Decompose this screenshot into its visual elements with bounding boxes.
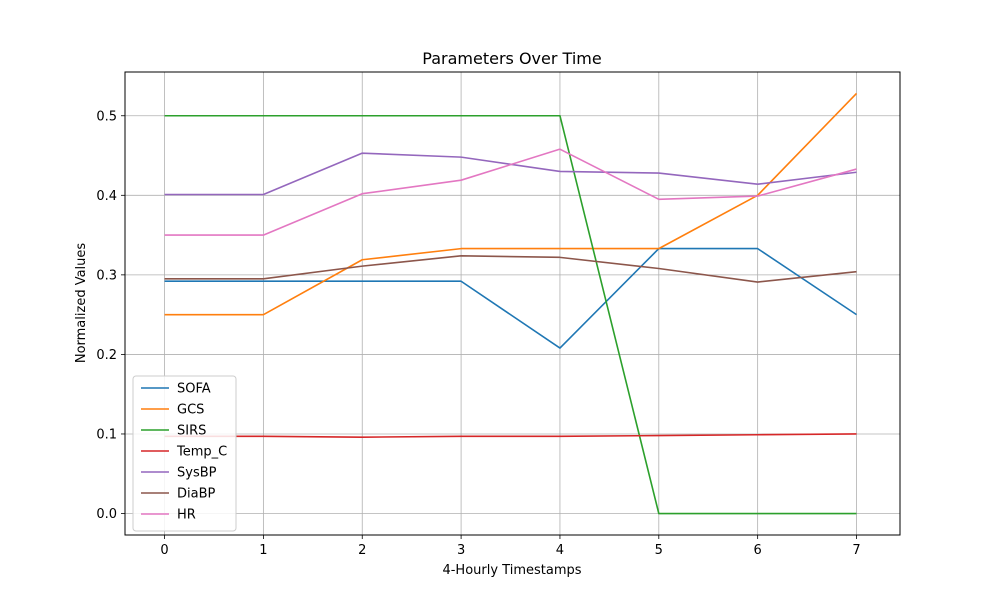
legend-label: GCS [177,403,204,418]
x-tick-label: 7 [852,543,860,558]
y-tick-label: 0.2 [96,348,117,363]
legend-label: DiaBP [177,487,216,502]
x-tick-label: 3 [457,543,465,558]
axis-ticks: 0 1 2 3 4 5 6 7 0.0 0.1 0.2 0.3 0.4 0.5 [96,109,860,558]
legend-label: HR [177,508,196,523]
y-tick-label: 0.3 [96,268,117,283]
series-line-hr [164,148,857,236]
x-tick-label: 5 [655,543,663,558]
legend-label: Temp_C [176,445,227,460]
x-tick-label: 6 [754,543,762,558]
x-tick-label: 4 [556,543,564,558]
legend: SOFA GCS SIRS Temp_C SysBP DiaBP HR [132,375,237,532]
series-line-gcs [164,92,858,316]
x-tick-label: 1 [259,543,267,558]
series-line-diabp [164,254,857,283]
x-tick-label: 0 [160,543,168,558]
series-line-sirs [164,114,857,515]
series-lines [164,92,858,515]
series-line-sofa [164,247,857,349]
legend-label: SysBP [177,466,217,481]
x-tick-label: 2 [358,543,366,558]
legend-label: SIRS [177,424,206,439]
y-tick-label: 0.5 [96,109,117,124]
y-axis-label: Normalized Values [74,243,89,364]
y-tick-label: 0.0 [96,507,117,522]
y-tick-label: 0.1 [96,427,117,442]
series-line-temp-c [164,433,857,438]
y-tick-label: 0.4 [96,189,117,204]
plot-area-frame [124,71,901,536]
chart-title: Parameters Over Time [422,49,601,68]
legend-label: SOFA [177,382,211,397]
x-axis-label: 4-Hourly Timestamps [442,563,581,578]
